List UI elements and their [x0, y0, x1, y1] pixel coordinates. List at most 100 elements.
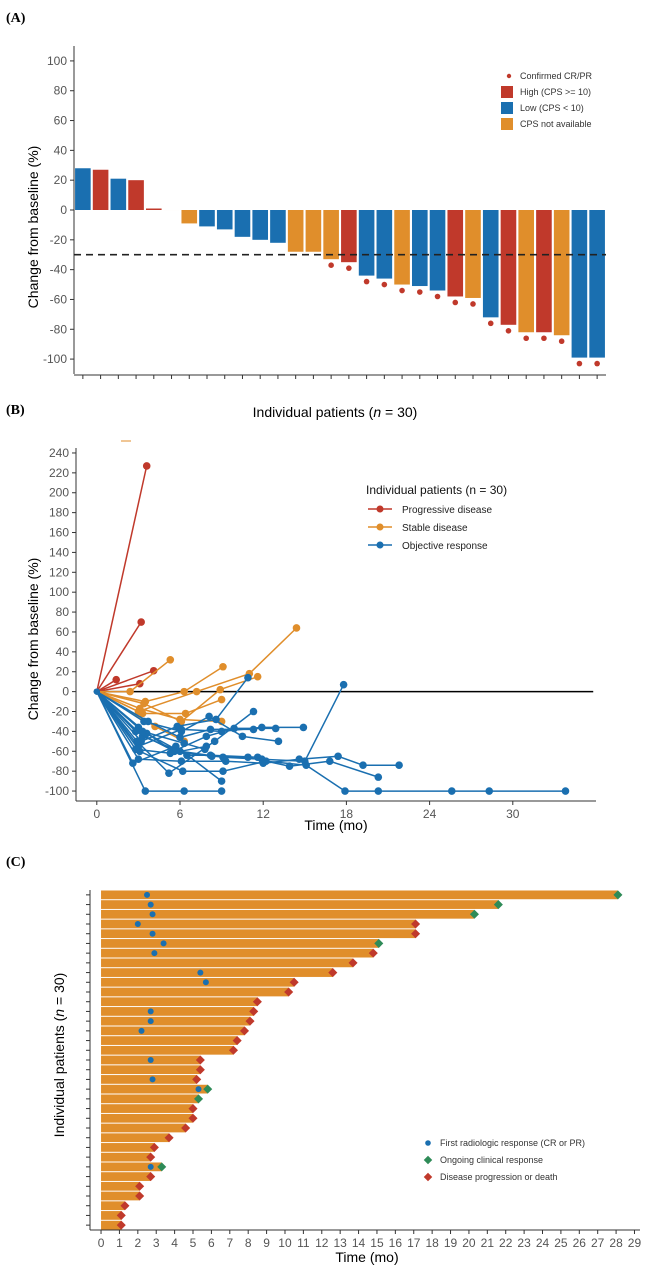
panel-b-series-or — [96, 691, 206, 751]
panel-c-response-marker — [160, 940, 167, 947]
panel-a-legend: Confirmed CR/PR High (CPS >= 10) Low (CP… — [501, 71, 593, 130]
panel-b-x-tick-label: 30 — [506, 807, 520, 821]
panel-c-x-tick-label: 11 — [297, 1236, 310, 1250]
panel-b-label: (B) — [6, 403, 25, 418]
panel-c-bar — [101, 1045, 234, 1055]
panel-c-x-tick-label: 7 — [226, 1236, 233, 1250]
legend-ongoing-marker — [423, 1155, 433, 1165]
legend-b-title: Individual patients (n = 30) — [366, 483, 507, 497]
panel-b-point-or — [129, 759, 137, 768]
panel-b-point-sd — [180, 687, 188, 696]
panel-c-progression-marker — [411, 929, 421, 939]
panel-b-point-or — [561, 787, 570, 795]
panel-c-response-marker — [151, 950, 158, 957]
panel-a-y-tick-label: -40 — [50, 263, 68, 277]
panel-b-point-or — [341, 787, 349, 795]
panel-b-y-axis: 240220200180160140120100806040200-20-40-… — [45, 446, 77, 801]
panel-a-bar — [199, 210, 215, 227]
panel-c-bar — [101, 948, 374, 958]
panel-c-x-tick-label: 25 — [554, 1236, 568, 1250]
panel-c-bar — [101, 890, 618, 900]
panel-b-y-tick-label: 240 — [49, 446, 69, 460]
panel-b-point-sd — [219, 662, 227, 671]
panel-c-legend: First radiologic response (CR or PR) Ong… — [423, 1138, 585, 1182]
panel-a-response-dot — [576, 360, 583, 367]
panel-c-x-tick-label: 0 — [98, 1236, 105, 1250]
panel-b-y-axis-label: Change from baseline (%) — [25, 558, 41, 721]
legend-sd-label: Stable disease — [402, 523, 468, 534]
panel-c-x-tick-label: 6 — [208, 1236, 215, 1250]
panel-a-bar — [447, 210, 464, 297]
panel-b-point-or — [131, 745, 140, 754]
panel-a-bar — [287, 210, 304, 252]
panel-c-response-marker — [134, 921, 141, 927]
panel-c-bar — [101, 1026, 245, 1036]
panel-c-y-axis-label: Individual patients (n = 30) — [51, 973, 67, 1138]
panel-b-point-or — [249, 725, 258, 734]
panel-b-y-tick-label: 80 — [56, 605, 70, 619]
panel-b-series-lines — [93, 462, 570, 795]
panel-b-point-or — [258, 723, 266, 732]
panel-c-x-tick-label: 28 — [609, 1236, 623, 1250]
legend-confirmed-dot — [506, 73, 512, 79]
panel-b-point-sd — [217, 695, 226, 704]
panel-b-y-tick-label: 160 — [49, 526, 69, 540]
panel-b-y-tick-label: 60 — [56, 625, 70, 639]
panel-b-point-or — [395, 761, 403, 770]
panel-c-x-tick-label: 2 — [134, 1236, 141, 1250]
panel-c-x-axis-label: Time (mo) — [335, 1249, 398, 1265]
panel-a-bar — [536, 210, 552, 333]
panel-a-y-tick-label: 100 — [47, 54, 67, 68]
panel-c-bar — [101, 1084, 208, 1094]
panel-c-bar — [101, 997, 258, 1007]
panel-b-point-or — [249, 707, 258, 716]
panel-a-response-dot — [487, 320, 494, 327]
panel-a-bar — [589, 210, 605, 358]
panel-a-bar — [553, 210, 570, 336]
panel-b-y-tick-label: 140 — [49, 545, 69, 559]
panel-b-point-or — [205, 712, 213, 721]
panel-a-y-tick-label: -100 — [43, 352, 67, 366]
panel-c-x-tick-label: 19 — [444, 1236, 458, 1250]
panel-b-point-sd — [176, 715, 184, 724]
panel-b-point-or — [274, 737, 283, 746]
panel-a-bar — [411, 210, 428, 287]
panel-b-series-or — [96, 690, 279, 743]
panel-b-point-or — [217, 787, 226, 795]
panel-c-bar — [101, 1065, 201, 1075]
panel-b-point-or — [230, 724, 238, 733]
panel-a-response-dot — [434, 293, 441, 300]
panel-b-point-or — [253, 753, 262, 762]
panel-c-x-tick-label: 13 — [333, 1236, 347, 1250]
panel-a-bar — [128, 180, 144, 210]
panel-c-bar — [101, 968, 333, 977]
panel-c-bar — [101, 1075, 197, 1084]
panel-b-series-or — [96, 691, 304, 748]
panel-b-y-tick-label: 0 — [62, 685, 69, 699]
panel-c-x-tick-label: 18 — [425, 1236, 439, 1250]
panel-b-point-or — [166, 749, 175, 758]
panel-c-bar — [101, 1181, 140, 1191]
panel-c-bar — [101, 1036, 238, 1045]
panel-c-x-tick-label: 27 — [591, 1236, 605, 1250]
panel-c-x-tick-label: 12 — [315, 1236, 329, 1250]
panel-c-x-tick-label: 8 — [245, 1236, 252, 1250]
panel-c-response-marker — [147, 901, 154, 908]
panel-a-response-dot — [328, 262, 334, 269]
panel-b-y-tick-label: 180 — [49, 506, 69, 520]
panel-b-point-sd — [192, 687, 201, 696]
panel-a-y-axis-label: Change from baseline (%) — [25, 146, 41, 309]
panel-a-bar — [234, 210, 251, 237]
panel-b-point-sd — [126, 687, 134, 696]
panel-b-point-sd — [216, 685, 225, 694]
panel-c-x-tick-label: 1 — [116, 1236, 123, 1250]
panel-c-bar — [101, 1220, 122, 1230]
panel-b-point-or — [295, 755, 304, 764]
panel-c-response-marker — [149, 911, 156, 918]
panel-c-event-markers — [116, 890, 623, 1230]
panel-c-x-tick-label: 23 — [517, 1236, 531, 1250]
panel-c-ongoing-marker — [374, 938, 384, 948]
legend-pd-dot — [376, 505, 384, 513]
panel-b-point-or — [334, 752, 342, 761]
panel-b-point-or — [325, 757, 334, 766]
